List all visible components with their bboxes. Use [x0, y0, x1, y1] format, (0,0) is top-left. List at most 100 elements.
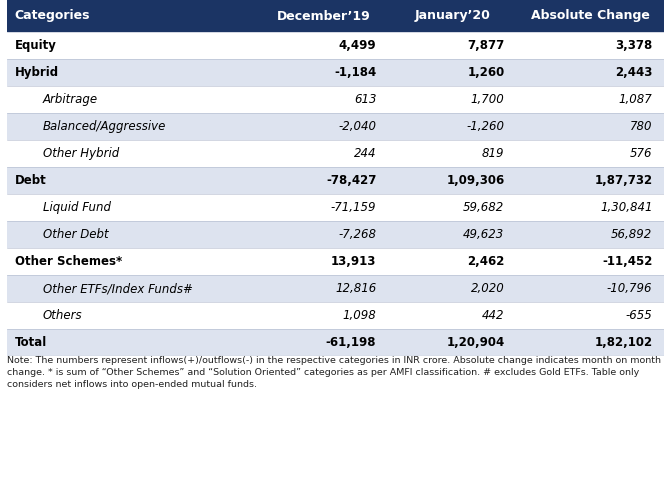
Text: 1,87,732: 1,87,732	[595, 174, 652, 187]
Text: -2,040: -2,040	[338, 120, 376, 133]
Bar	[260, 302, 388, 329]
Text: Balanced/Aggressive: Balanced/Aggressive	[43, 120, 166, 133]
Bar	[260, 329, 388, 356]
Text: 244: 244	[354, 147, 376, 160]
Bar	[260, 194, 388, 221]
Text: Debt: Debt	[15, 174, 46, 187]
Bar	[260, 32, 388, 59]
Bar	[260, 221, 388, 248]
Text: 1,82,102: 1,82,102	[595, 336, 652, 349]
Text: -61,198: -61,198	[325, 336, 376, 349]
Bar	[517, 194, 664, 221]
Text: Other Schemes*: Other Schemes*	[15, 255, 122, 268]
Text: 1,098: 1,098	[342, 309, 376, 322]
Text: 1,700: 1,700	[471, 93, 505, 106]
Text: 1,09,306: 1,09,306	[446, 174, 505, 187]
Bar	[517, 0, 664, 32]
Text: 59,682: 59,682	[463, 201, 505, 214]
Text: Others: Others	[43, 309, 83, 322]
Bar	[517, 140, 664, 167]
Bar	[7, 140, 260, 167]
Bar	[260, 86, 388, 113]
Bar	[517, 275, 664, 302]
Text: -10,796: -10,796	[607, 282, 652, 295]
Text: Total: Total	[15, 336, 47, 349]
Text: -71,159: -71,159	[331, 201, 376, 214]
Bar	[7, 302, 260, 329]
Text: -78,427: -78,427	[326, 174, 376, 187]
Bar	[388, 275, 517, 302]
Text: -11,452: -11,452	[602, 255, 652, 268]
Bar	[517, 329, 664, 356]
Text: 7,877: 7,877	[467, 39, 505, 52]
Text: 2,443: 2,443	[615, 66, 652, 79]
Bar	[7, 221, 260, 248]
Bar	[517, 248, 664, 275]
Bar	[260, 167, 388, 194]
Text: Liquid Fund: Liquid Fund	[43, 201, 111, 214]
Text: 442: 442	[482, 309, 505, 322]
Bar	[388, 113, 517, 140]
Bar	[260, 0, 388, 32]
Text: -7,268: -7,268	[338, 228, 376, 241]
Bar	[388, 167, 517, 194]
Text: 49,623: 49,623	[463, 228, 505, 241]
Text: -1,260: -1,260	[466, 120, 505, 133]
Bar	[7, 275, 260, 302]
Text: 576: 576	[630, 147, 652, 160]
Text: Categories: Categories	[15, 10, 90, 23]
Bar	[260, 59, 388, 86]
Text: -655: -655	[625, 309, 652, 322]
Bar	[388, 194, 517, 221]
Bar	[7, 329, 260, 356]
Bar	[7, 113, 260, 140]
Text: 4,499: 4,499	[339, 39, 376, 52]
Text: 2,020: 2,020	[471, 282, 505, 295]
Bar	[388, 329, 517, 356]
Bar	[517, 113, 664, 140]
Bar	[517, 221, 664, 248]
Text: 613: 613	[354, 93, 376, 106]
Bar	[388, 86, 517, 113]
Text: January’20: January’20	[414, 10, 490, 23]
Text: 12,816: 12,816	[335, 282, 376, 295]
Bar	[7, 194, 260, 221]
Bar	[388, 0, 517, 32]
Bar	[7, 167, 260, 194]
Bar	[517, 86, 664, 113]
Text: Note: The numbers represent inflows(+)/outflows(-) in the respective categories : Note: The numbers represent inflows(+)/o…	[7, 356, 661, 389]
Bar	[517, 302, 664, 329]
Text: 13,913: 13,913	[331, 255, 376, 268]
Text: Absolute Change: Absolute Change	[531, 10, 650, 23]
Text: 56,892: 56,892	[611, 228, 652, 241]
Bar	[388, 59, 517, 86]
Text: Other ETFs/Index Funds#: Other ETFs/Index Funds#	[43, 282, 193, 295]
Text: Arbitrage: Arbitrage	[43, 93, 98, 106]
Bar	[260, 140, 388, 167]
Text: 1,260: 1,260	[467, 66, 505, 79]
Text: 2,462: 2,462	[467, 255, 505, 268]
Text: Other Debt: Other Debt	[43, 228, 109, 241]
Bar	[517, 59, 664, 86]
Bar	[388, 140, 517, 167]
Bar	[260, 248, 388, 275]
Text: 1,20,904: 1,20,904	[446, 336, 505, 349]
Bar	[388, 32, 517, 59]
Bar	[7, 0, 260, 32]
Text: 1,30,841: 1,30,841	[600, 201, 652, 214]
Text: 819: 819	[482, 147, 505, 160]
Bar	[260, 275, 388, 302]
Bar	[7, 32, 260, 59]
Text: 780: 780	[630, 120, 652, 133]
Bar	[388, 248, 517, 275]
Bar	[7, 59, 260, 86]
Bar	[517, 32, 664, 59]
Text: Other Hybrid: Other Hybrid	[43, 147, 119, 160]
Text: Equity: Equity	[15, 39, 56, 52]
Bar	[7, 248, 260, 275]
Text: 1,087: 1,087	[619, 93, 652, 106]
Text: Hybrid: Hybrid	[15, 66, 59, 79]
Text: -1,184: -1,184	[334, 66, 376, 79]
Bar	[260, 113, 388, 140]
Bar	[517, 167, 664, 194]
